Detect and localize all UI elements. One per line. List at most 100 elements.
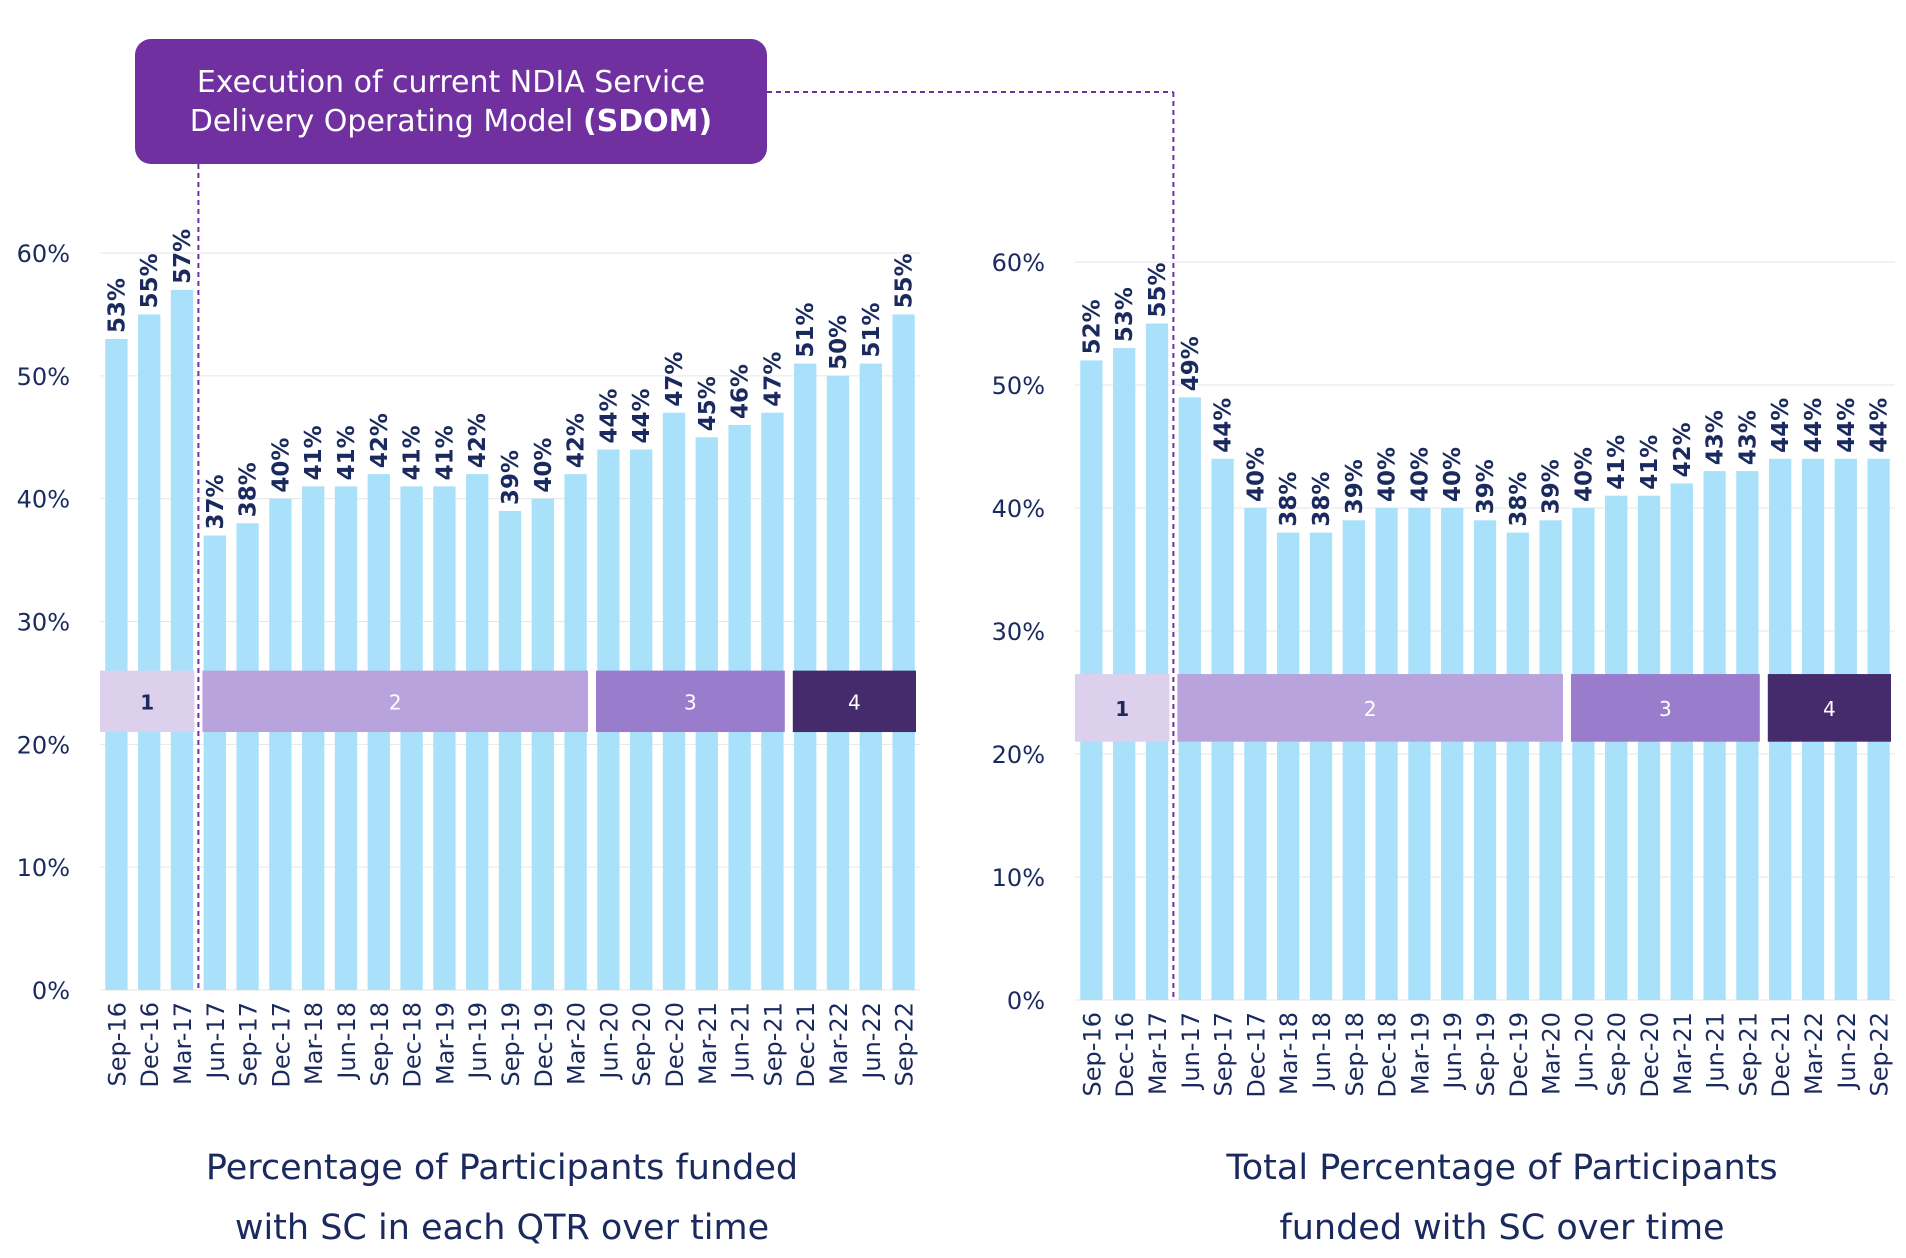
sdom-callout-box: Execution of current NDIA Service Delive… [135,39,767,164]
chart-1-xtick-label: Jun-20 [595,1002,623,1081]
chart-2-xtick-label: Mar-20 [1538,1012,1566,1095]
chart-2-phase-2-label: 2 [1364,697,1377,721]
chart-2-data-label: 40% [1571,447,1597,502]
chart-2-xtick-label: Dec-19 [1505,1012,1533,1098]
chart-1-bar [334,486,358,990]
chart-2-bar [1539,520,1562,1000]
chart-1-data-label: 47% [760,352,786,407]
chart-1-phase-1-band [100,670,195,733]
chart-1-ytick-label: 20% [17,731,70,759]
callout-sdom-bold: (SDOM) [582,103,713,139]
chart-1-xtick-label: Mar-19 [431,1002,459,1085]
chart-1-ytick-label: 50% [17,363,70,391]
chart-2-bar [1375,508,1398,1000]
chart-1-xtick-label: Sep-18 [366,1002,394,1086]
chart-1-xtick-label: Mar-20 [563,1002,591,1085]
chart-2-xtick-label: Mar-21 [1669,1012,1697,1095]
chart-1-phase-3-band [596,670,785,733]
chart-2-data-label: 41% [1637,435,1663,490]
chart-2-data-label: 41% [1604,435,1630,490]
chart-2-data-label: 43% [1735,410,1761,465]
chart-2-data-label: 44% [1768,398,1794,453]
chart-2-xtick-label: Sep-22 [1866,1012,1894,1096]
chart-2-xtick-label: Jun-18 [1308,1012,1336,1091]
chart-2-bar [1244,508,1267,1000]
chart-2-phase-1-label: 1 [1115,697,1129,721]
chart-2-bar [1605,495,1628,1000]
chart-1-xtick-label: Mar-22 [825,1002,853,1085]
chart-2-bar [1342,520,1365,1000]
chart-1-phase-4-label: 4 [848,690,861,714]
chart-2-phase-4-band [1767,674,1891,742]
chart-2-caption: Total Percentage of Participants funded … [1122,1138,1882,1258]
chart-1-xtick-label: Sep-16 [103,1002,131,1086]
chart-1-data-label: 45% [695,376,721,431]
chart-1-data-label: 41% [334,425,360,480]
chart-1-xtick-label: Sep-22 [891,1002,919,1086]
chart-1-data-label: 51% [859,302,885,357]
chart-2-data-label: 39% [1342,459,1368,514]
chart-2-data-label: 44% [1211,398,1237,453]
chart-2-xtick-label: Mar-18 [1275,1012,1303,1095]
callout-line-2: Delivery Operating Model (SDOM) [135,102,767,141]
chart-2-xtick-label: Jun-21 [1702,1012,1730,1091]
callout-line-1: Execution of current NDIA Service [196,64,706,100]
chart-2-xtick-label: Sep-21 [1734,1012,1762,1096]
chart-2-data-label: 53% [1112,287,1138,342]
chart-1-xtick-label: Jun-18 [333,1002,361,1081]
chart-1-xtick-label: Dec-16 [136,1002,164,1088]
chart-1-data-label: 44% [596,388,622,443]
chart-1-data-label: 38% [236,462,262,517]
chart-2-phase-3-label: 3 [1659,697,1672,721]
chart-1-phase-3-label: 3 [684,690,697,714]
chart-1-bar [236,523,259,990]
chart-2-data-label: 44% [1867,398,1893,453]
chart-2-caption-line-2: funded with SC over time [1279,1208,1725,1248]
chart-1-bar [531,498,554,990]
chart-2-phase-4-label: 4 [1823,697,1836,721]
chart-2-data-label: 55% [1145,262,1171,317]
chart-2-bar [1145,323,1169,1000]
chart-1-data-label: 55% [892,253,918,308]
chart-1-caption: Percentage of Participants funded with S… [122,1138,882,1258]
chart-2-ytick-label: 10% [992,864,1045,892]
chart-1-data-label: 47% [662,352,688,407]
chart-1-bar [433,486,456,990]
chart-2-ytick-label: 40% [992,495,1045,523]
chart-2-caption-line-1: Total Percentage of Participants [1226,1148,1778,1188]
chart-2-phase-3-band [1571,674,1760,742]
chart-1-ytick-label: 30% [17,609,70,637]
chart-1-xtick-label: Dec-20 [661,1002,689,1088]
chart-1-xtick-label: Mar-18 [300,1002,328,1085]
chart-1-xtick-label: Mar-17 [169,1002,197,1085]
chart-2-xtick-label: Sep-18 [1341,1012,1369,1096]
chart-2-xtick-label: Dec-16 [1111,1012,1139,1098]
chart-1-data-label: 41% [400,425,426,480]
chart-2-data-label: 39% [1539,459,1565,514]
chart-2-data-label: 44% [1801,398,1827,453]
chart-1-ytick-label: 10% [17,854,70,882]
chart-2-xtick-label: Jun-19 [1439,1012,1467,1091]
chart-1-data-label: 46% [728,364,754,419]
chart-1-xtick-label: Sep-20 [628,1002,656,1086]
chart-2-xtick-label: Mar-19 [1406,1012,1434,1095]
chart-1-data-label: 41% [432,425,458,480]
chart-1-data-label: 40% [531,438,557,493]
chart-2-phase-1-band [1075,674,1170,742]
chart-2-xtick-label: Jun-22 [1833,1012,1861,1091]
chart-1-ytick-label: 0% [32,977,70,1005]
chart-1-data-label: 42% [564,413,590,468]
chart-1-bar [203,535,226,990]
chart-1-data-label: 40% [268,438,294,493]
chart-1-data-label: 42% [367,413,393,468]
chart-2-bar [1441,508,1464,1000]
chart-1-xtick-label: Jun-21 [727,1002,755,1081]
chart-2-data-label: 49% [1178,336,1204,391]
chart-1-data-label: 57% [170,229,196,284]
chart-2-xtick-label: Dec-18 [1374,1012,1402,1098]
chart-1-xtick-label: Sep-21 [759,1002,787,1086]
chart-1-bar [138,314,161,991]
chart-2-data-label: 38% [1309,472,1335,527]
chart-2-bar [1506,532,1529,1000]
chart-2-bar [1637,495,1661,1000]
